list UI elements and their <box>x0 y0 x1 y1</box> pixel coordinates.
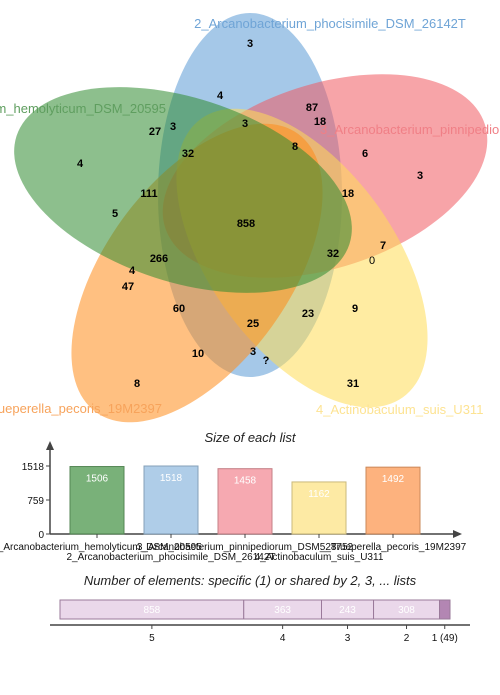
venn-region-count: 6 <box>362 148 368 160</box>
venn-region-count: 18 <box>314 116 326 128</box>
shared-tick-label: 2 <box>404 633 410 644</box>
venn-set-label: 3_Arcanobacterium_pinnipediorum_DSM_2875… <box>320 122 500 137</box>
shared-chart-title: Number of elements: specific (1) or shar… <box>84 573 417 588</box>
size-bar <box>69 466 125 535</box>
size-chart-title: Size of each list <box>204 430 296 445</box>
size-bar-value-label: 1518 <box>160 473 183 484</box>
venn-diagram <box>14 13 488 423</box>
venn-region-count: 3 <box>170 121 176 133</box>
venn-region-count: 266 <box>150 253 168 265</box>
venn-region-count: 25 <box>247 318 259 330</box>
size-bar-value-label: 1458 <box>234 476 257 487</box>
venn-region-count: 31 <box>347 378 359 390</box>
venn-region-count: 87 <box>306 102 318 114</box>
size-bar <box>365 466 421 535</box>
size-bar-chart: 0 759 1518 1506 1_Arcanobacterium_hemolyticu… <box>0 441 467 563</box>
y-tick-label: 1518 <box>22 462 45 473</box>
venn-set-ellipse <box>14 87 352 293</box>
venn-region-count: 60 <box>173 303 185 315</box>
venn-region-count: 3 <box>250 346 256 358</box>
size-bar-category-label: 1_Arcanobacterium_hemolyticum_DSM_20595 <box>0 542 202 553</box>
venn-region-count: 111 <box>140 188 157 200</box>
shared-stacked-bar: 858 5 363 4 243 3 308 2 1 (49) <box>50 599 470 644</box>
venn-region-count: 18 <box>342 188 354 200</box>
venn-region-counts: 3 4 87 18 3 27 3 32 8 6 3 4 111 18 5 858 7 32 0 266 4 47 60 23 9… <box>77 38 423 390</box>
venn-region-count: 3 <box>247 38 253 50</box>
shared-segment <box>439 599 451 620</box>
size-bar-category-label: 4_Actinobaculum_suis_U311 <box>255 552 384 563</box>
venn-region-count: ? <box>263 355 270 367</box>
venn-region-count: 8 <box>134 378 140 390</box>
venn-region-count: 7 <box>380 240 386 252</box>
venn-set-label: 5_Trueperella_pecoris_19M2397 <box>0 401 162 416</box>
y-tick-label: 0 <box>38 530 44 541</box>
venn-region-count: 4 <box>217 90 224 102</box>
venn-region-count: 10 <box>192 348 204 360</box>
shared-segment-value-label: 858 <box>144 605 161 616</box>
size-bar-value-label: 1506 <box>86 474 109 485</box>
shared-tick-label: 5 <box>149 633 155 644</box>
venn-region-count: 3 <box>242 118 248 130</box>
venn-region-count: 23 <box>302 308 314 320</box>
size-bar <box>291 481 347 535</box>
venn-region-count: 32 <box>182 148 194 160</box>
venn-region-count: 3 <box>417 170 423 182</box>
venn-region-count: 9 <box>352 303 358 315</box>
size-bar <box>143 465 199 535</box>
venn-set-label: 4_Actinobaculum_suis_U311 <box>316 402 483 417</box>
venn-region-count: 858 <box>237 218 255 230</box>
shared-tick-label: 3 <box>345 633 351 644</box>
venn-region-count: 8 <box>292 141 298 153</box>
shared-tick-label: 4 <box>280 633 286 644</box>
size-bar <box>217 468 273 535</box>
shared-segment-value-label: 243 <box>339 605 356 616</box>
size-bar-value-label: 1492 <box>382 474 405 485</box>
x-axis-arrow <box>453 530 462 538</box>
venn-region-count: 5 <box>112 208 118 220</box>
venn-region-count: 4 <box>129 265 136 277</box>
shared-tick-label: 1 (49) <box>432 633 458 644</box>
size-bar-category-label: 5_Trueperella_pecoris_19M2397 <box>320 542 467 553</box>
y-tick-label: 759 <box>27 496 44 507</box>
size-bar-category-label: 2_Arcanobacterium_phocisimile_DSM_26142T <box>67 552 276 563</box>
venn-region-count: 32 <box>327 248 339 260</box>
venn-region-count: 4 <box>77 158 84 170</box>
venn-set-labels: 2_Arcanobacterium_phocisimile_DSM_26142T… <box>0 16 500 417</box>
venn-region-count: 0 <box>369 255 375 267</box>
size-bar-category-label: 3_Arcanobacterium_pinnipediorum_DSM_2875… <box>137 542 354 553</box>
venn-region-count: 47 <box>122 281 134 293</box>
shared-segment-value-label: 363 <box>274 605 291 616</box>
size-bar-value-label: 1162 <box>308 489 330 500</box>
venn-set-label: 1_Arcanobacterium_hemolyticum_DSM_20595 <box>0 101 166 116</box>
shared-segment-value-label: 308 <box>398 605 415 616</box>
venn-region-count: 27 <box>149 126 161 138</box>
y-axis-arrow <box>46 441 54 450</box>
venn-set-label: 2_Arcanobacterium_phocisimile_DSM_26142T <box>194 16 466 31</box>
